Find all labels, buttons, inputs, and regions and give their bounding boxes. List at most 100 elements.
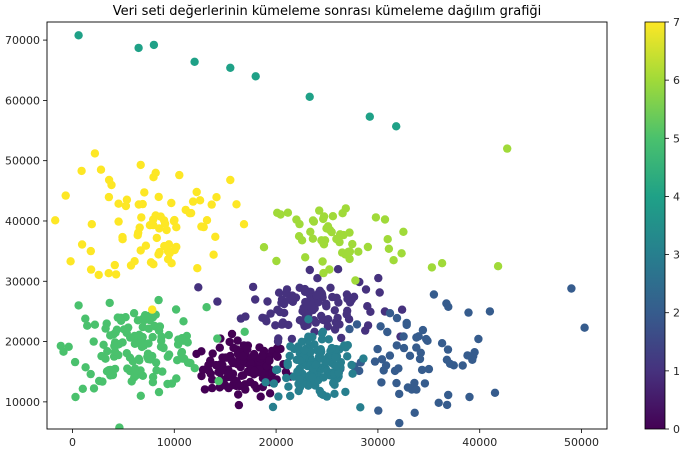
cluster-3-point [348,369,357,378]
y-tick-label: 30000 [5,275,40,288]
cluster-6-point [503,144,512,153]
cluster-7-point [151,211,160,220]
cluster-4-point [365,112,374,121]
cluster-1-point [282,289,291,298]
cluster-3-point [261,378,270,387]
cluster-2-point [374,406,383,415]
cluster-7-point [167,198,176,208]
cluster-7-point [141,241,151,250]
x-tick-label: 0 [69,436,76,449]
cluster-1-point [335,320,344,329]
cluster-7-point [175,170,184,180]
cluster-3-point [311,360,320,369]
cluster-0-point [265,356,274,365]
cluster-2-point [429,290,439,299]
cluster-7-point [160,241,169,251]
cluster-7-point [122,195,132,204]
cluster-7-point [114,199,123,208]
cluster-1-point [300,321,309,331]
cluster-6-point [319,240,329,249]
cluster-7-point [152,233,161,243]
cluster-1-point [284,320,293,330]
cluster-3-point [286,391,295,401]
colorbar-tick-label: 6 [673,74,680,87]
cluster-7-point [104,192,114,202]
cluster-5-point [183,338,192,347]
cluster-6-point [344,247,353,256]
cluster-3-point [307,373,317,382]
cluster-5-point [214,376,223,386]
cluster-2-point [485,307,495,316]
cluster-3-point [319,373,328,382]
cluster-6-point [493,262,503,271]
cluster-3-point [285,351,294,361]
cluster-3-point [331,353,340,362]
x-axis: 0 10000 20000 30000 40000 50000 [69,429,599,449]
cluster-7-point [140,188,149,197]
cluster-5-point [202,303,211,312]
colorbar-tick-label: 2 [673,307,680,320]
cluster-5-point [130,339,140,348]
cluster-3-point [304,315,313,324]
cluster-7-point [86,246,96,256]
cluster-1-point [323,322,333,331]
cluster-7-point [162,225,171,235]
cluster-5-point [103,347,112,356]
cluster-1-point [328,292,337,302]
cluster-7-point [94,270,103,280]
x-tick-label: 30000 [360,436,395,449]
cluster-5-point [116,316,126,325]
cluster-1-point [271,321,280,330]
cluster-2-point [412,343,421,352]
cluster-2-point [420,379,430,388]
cluster-5-point [70,357,80,367]
cluster-5-point [136,391,145,400]
cluster-6-point [332,234,341,244]
cluster-5-point [95,376,104,386]
cluster-3-point [304,332,313,341]
cluster-2-point [464,308,473,317]
cluster-3-point [295,375,304,385]
cluster-2-point [474,334,483,344]
cluster-1-point [312,290,321,300]
cluster-3-point [286,342,295,351]
cluster-0-point [234,390,243,399]
cluster-5-point [136,339,146,348]
cluster-7-point [209,250,218,259]
cluster-7-point [135,223,144,232]
cluster-6-point [348,239,357,249]
cluster-6-point [259,243,269,252]
cluster-6-point [437,259,447,268]
cluster-0-point [215,343,224,352]
cluster-5-point [213,334,222,343]
cluster-0-point [249,349,259,359]
cluster-6-point [354,247,363,256]
cluster-2-point [399,343,409,353]
cluster-1-point [248,282,258,292]
cluster-7-point [193,264,202,273]
cluster-1-point [343,306,352,315]
cluster-3-point [318,327,328,336]
cluster-0-point [192,349,201,359]
cluster-0-point [200,385,210,394]
cluster-5-point [144,324,153,333]
cluster-3-point [330,380,339,389]
cluster-0-point [221,381,230,390]
cluster-3-point [331,361,341,371]
cluster-0-point [207,383,217,393]
cluster-2-point [385,309,395,318]
cluster-0-point [208,375,217,384]
cluster-1-point [334,298,343,307]
cluster-5-point [71,392,80,402]
cluster-7-point [90,149,100,158]
cluster-2-point [422,334,431,344]
cluster-3-point [330,389,339,398]
point-layer [47,31,589,429]
cluster-1-point [194,283,203,292]
cluster-2-point [395,418,404,428]
cluster-4-point [305,92,314,102]
cluster-2-point [379,366,388,375]
cluster-7-point [155,224,164,233]
cluster-2-point [395,389,404,399]
cluster-7-point [239,220,249,229]
